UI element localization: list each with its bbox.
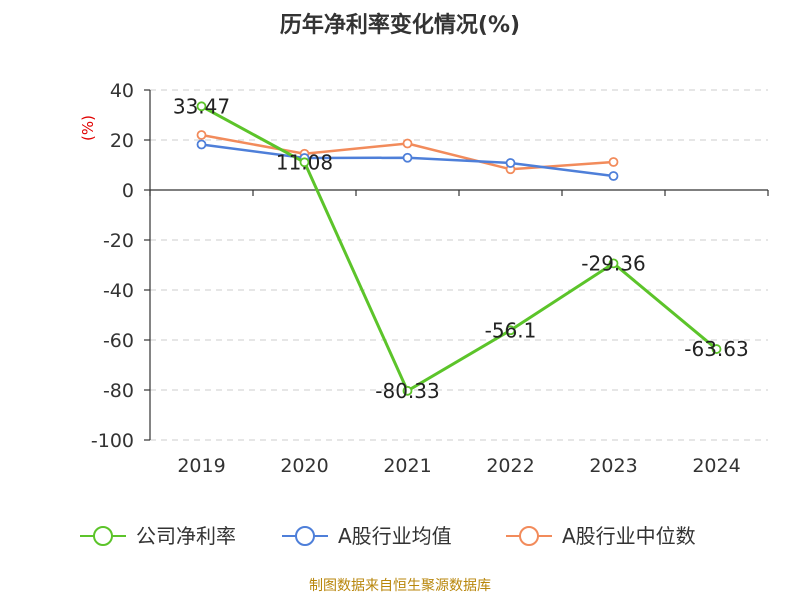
data-point — [196, 101, 207, 112]
data-point — [196, 130, 207, 140]
data-point — [608, 171, 619, 181]
legend-swatch-marker[interactable] — [519, 526, 539, 546]
legend-label[interactable]: A股行业中位数 — [562, 524, 696, 548]
legend-label[interactable]: 公司净利率 — [136, 524, 236, 548]
legend[interactable]: 公司净利率 A股行业均值 A股行业中位数 — [80, 524, 696, 548]
data-point — [196, 139, 207, 150]
x-tick-label: 2023 — [589, 455, 637, 477]
source-note: 制图数据来自恒生聚源数据库 — [309, 578, 491, 594]
data-point — [402, 152, 413, 163]
data-point — [402, 385, 413, 396]
x-tick-label: 2019 — [177, 455, 225, 477]
y-tick-label: 20 — [110, 130, 134, 152]
y-tick-label: 0 — [122, 180, 134, 202]
y-tick-label: -20 — [103, 230, 134, 252]
y-tick-label: -40 — [103, 280, 134, 302]
data-label: -56.1 — [485, 318, 537, 342]
y-tick-label: -100 — [91, 430, 134, 452]
y-axis-unit: (%) — [79, 115, 97, 141]
data-label: -63.63 — [684, 337, 748, 361]
data-point — [505, 158, 516, 168]
data-point — [505, 325, 516, 336]
data-point — [608, 157, 619, 167]
legend-label[interactable]: A股行业均值 — [338, 524, 452, 548]
data-point — [608, 258, 619, 269]
data-label: -29.36 — [581, 251, 645, 275]
y-tick-label: -80 — [103, 380, 134, 402]
axes: 40 20 0 -20 -40 -60 -80 -100 2019 2020 2021 2022 202… — [91, 80, 769, 477]
y-tick-label: 40 — [110, 80, 134, 102]
y-tick-label: -60 — [103, 330, 134, 352]
legend-swatch-marker[interactable] — [93, 526, 113, 546]
data-label: -80.33 — [375, 379, 439, 403]
data-point — [711, 344, 722, 354]
data-label: 11.08 — [276, 150, 333, 174]
x-tick-label: 2021 — [383, 455, 431, 477]
x-tick-label: 2022 — [486, 455, 534, 477]
series-line — [200, 105, 718, 393]
data-label: 33.47 — [173, 94, 230, 118]
series-lines — [196, 101, 722, 396]
data-point — [299, 157, 310, 168]
x-tick-label: 2024 — [692, 455, 740, 477]
chart-title: 历年净利率变化情况(%) — [280, 12, 520, 38]
legend-swatch-marker[interactable] — [295, 526, 315, 546]
x-tick-label: 2020 — [280, 455, 328, 477]
data-labels: 33.47 11.08 -80.33 -56.1 -29.36 -63.63 — [173, 94, 749, 403]
data-point — [402, 138, 413, 149]
grid — [150, 89, 768, 441]
